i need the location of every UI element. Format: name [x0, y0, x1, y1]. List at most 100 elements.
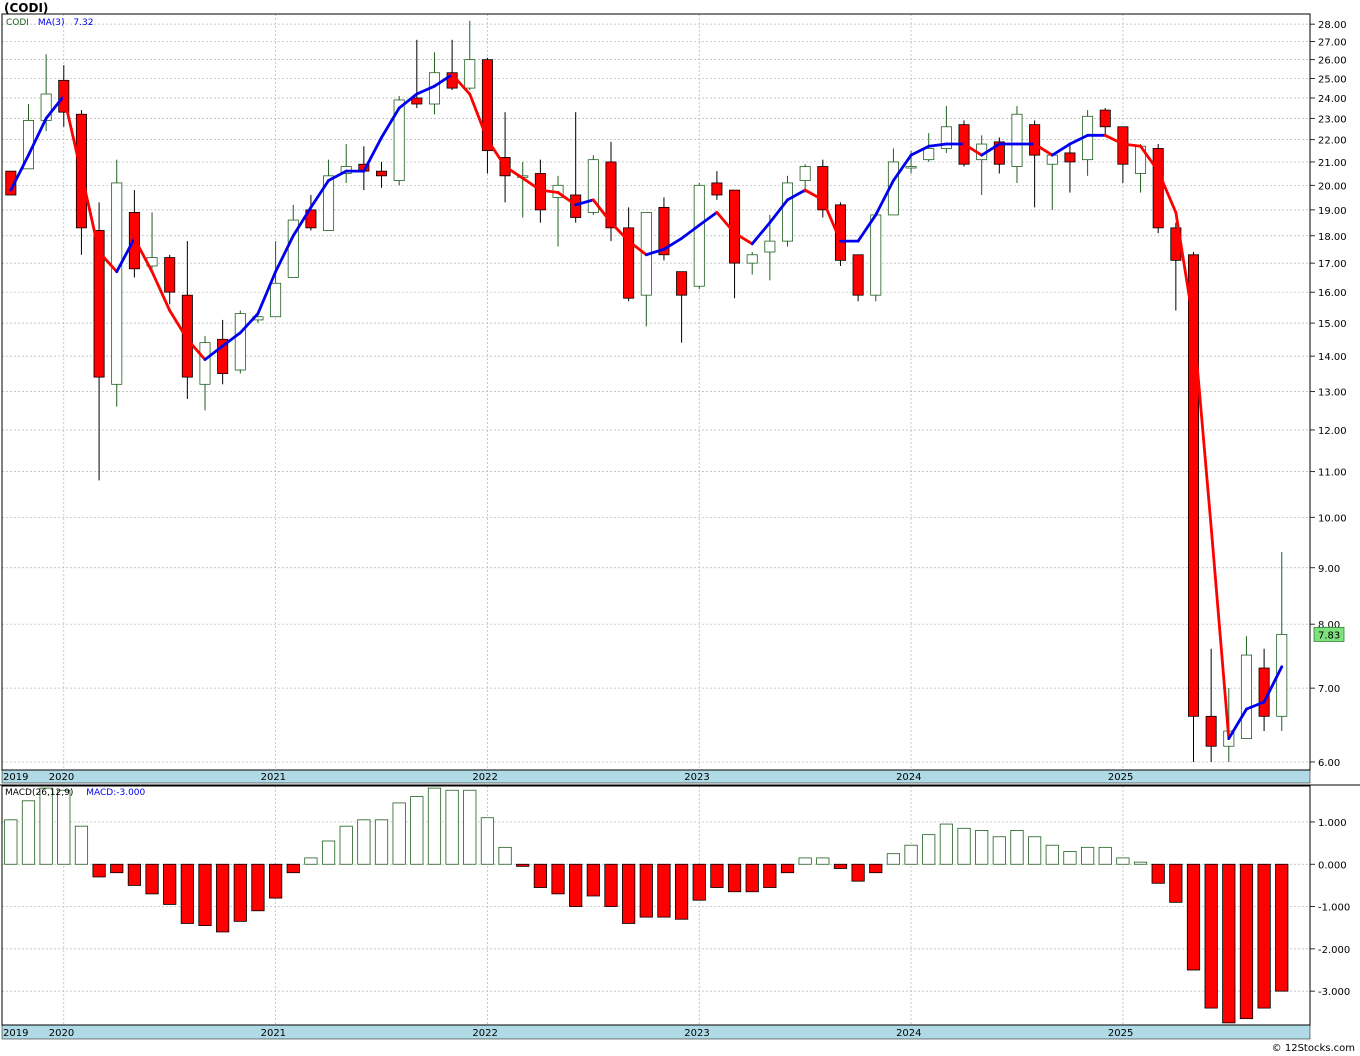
- candle: [693, 182, 705, 290]
- macd-bar: [992, 836, 1006, 865]
- macd-bar: [1151, 863, 1165, 884]
- candle-body: [587, 159, 599, 213]
- frame-layer: [0, 13, 1360, 1026]
- macd-x-tick-label: 2020: [49, 1028, 74, 1039]
- ma-line-segment: [362, 136, 383, 173]
- candle: [146, 212, 158, 269]
- macd-bar: [957, 827, 971, 865]
- macd-bar: [374, 819, 389, 865]
- ma-line-segment: [327, 169, 348, 182]
- candle-body: [1099, 109, 1111, 128]
- candle: [93, 202, 105, 481]
- candle: [217, 319, 229, 385]
- ma-line-segment: [874, 179, 895, 217]
- price-tick-label: 9.00: [1318, 564, 1340, 575]
- ma-line-segment: [1156, 169, 1178, 214]
- ma-line-segment: [609, 221, 631, 243]
- candle: [746, 252, 758, 275]
- macd-legend-value: MACD:-3.000: [86, 788, 145, 798]
- price-tick-label: 10.00: [1318, 513, 1347, 524]
- macd-x-tick-label: 2019: [3, 1028, 28, 1039]
- ma-line-segment: [238, 312, 260, 335]
- macd-bar: [198, 863, 212, 926]
- candle: [817, 159, 829, 218]
- ma-line-segment: [185, 337, 207, 361]
- macd-bar: [745, 863, 759, 893]
- candle: [340, 144, 352, 183]
- ma-line-segment: [733, 231, 754, 246]
- macd-bar: [1186, 863, 1201, 971]
- macd-legend: MACD(26,12,9) MACD:-3.000: [5, 788, 146, 798]
- ma-line-segment: [980, 142, 1001, 157]
- price-legend-symbol: CODI: [6, 18, 29, 28]
- price-tick-label: 16.00: [1318, 288, 1347, 299]
- ma-line-segment: [1174, 211, 1195, 325]
- candle: [270, 241, 282, 318]
- candle: [128, 190, 140, 278]
- price-x-tick-label: 2019: [3, 772, 28, 783]
- candle: [234, 310, 246, 374]
- macd-legend-label: MACD(26,12,9): [5, 788, 73, 798]
- ma-line-segment: [150, 270, 172, 312]
- price-legend: CODI MA(3) 7.32: [6, 18, 93, 28]
- macd-bar: [321, 840, 336, 865]
- last-price-box: [1313, 627, 1345, 642]
- candle: [711, 171, 723, 200]
- ma-line-segment: [62, 94, 83, 175]
- candle: [852, 254, 864, 302]
- ma-line-segment: [433, 73, 454, 88]
- macd-tick-label: -1.000: [1318, 903, 1350, 914]
- macd-bar: [445, 789, 459, 865]
- candle-body: [1029, 124, 1041, 156]
- macd-bar: [269, 863, 283, 899]
- ma-line-segment: [909, 144, 931, 157]
- candle-body: [711, 182, 723, 196]
- price-x-tick-label: 2025: [1108, 772, 1133, 783]
- candle-body: [181, 294, 193, 378]
- ma-line-segment: [256, 270, 278, 316]
- macd-x-tick-label: 2023: [684, 1028, 709, 1039]
- candle: [111, 159, 123, 407]
- macd-bar: [498, 846, 512, 865]
- price-tick-label: 11.00: [1318, 468, 1347, 479]
- ma-line-segment: [44, 94, 66, 120]
- macd-bar: [286, 863, 300, 874]
- macd-bar: [833, 863, 848, 869]
- ma-line-segment: [115, 237, 136, 274]
- ma-line-segment: [309, 179, 330, 209]
- candle-body: [1240, 654, 1252, 739]
- ma-line-segment: [680, 223, 701, 240]
- candle-body: [905, 166, 917, 169]
- macd-bar: [851, 863, 865, 882]
- price-tick-label: 21.00: [1318, 158, 1347, 169]
- candle: [481, 57, 493, 174]
- price-tick-label: 6.00: [1318, 758, 1340, 769]
- ma-line-segment: [927, 142, 948, 148]
- candle: [676, 271, 688, 343]
- price-tick-label: 20.00: [1318, 181, 1347, 192]
- macd-bar: [657, 863, 671, 918]
- candle-body: [799, 166, 811, 181]
- macd-bar: [463, 789, 477, 865]
- candle-body: [411, 97, 423, 105]
- candle: [376, 161, 388, 188]
- ma-line-segment: [715, 211, 736, 235]
- ma-line-segment: [274, 234, 295, 274]
- macd-x-tick-label: 2024: [896, 1028, 921, 1039]
- macd-bar: [145, 863, 159, 895]
- ma-line-segment: [556, 191, 578, 207]
- ma-line-segment: [1068, 133, 1089, 146]
- ma-line-segment: [468, 92, 489, 142]
- macd-bar: [922, 834, 936, 865]
- ma-line-segment: [786, 188, 807, 202]
- chart-title: (CODI): [4, 1, 48, 15]
- price-legend-ma-value: 7.32: [73, 18, 93, 28]
- macd-bar: [427, 787, 442, 865]
- candle: [587, 155, 599, 215]
- candle-body: [199, 342, 211, 385]
- macd-bar: [1204, 863, 1218, 1009]
- macd-bar: [1169, 863, 1183, 903]
- watermark: © 12Stocks.com: [1272, 1043, 1355, 1054]
- price-tick-label: 26.00: [1318, 56, 1347, 67]
- candle: [1099, 108, 1111, 136]
